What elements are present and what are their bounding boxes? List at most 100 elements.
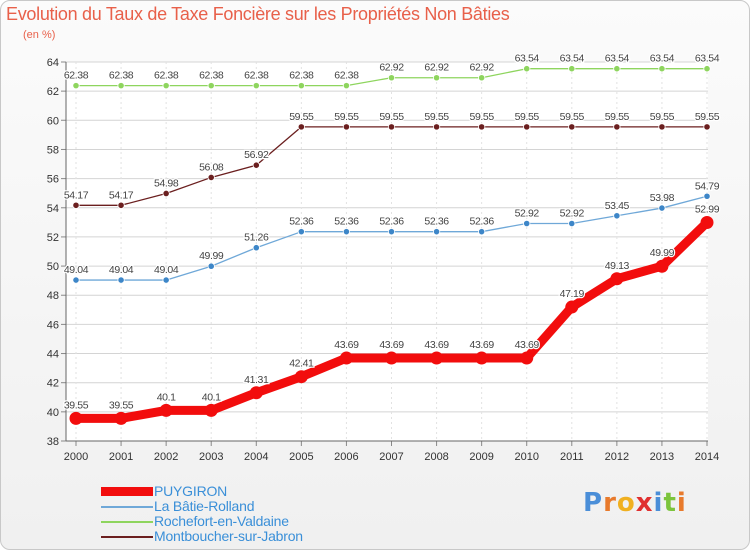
data-label: 41.31	[244, 374, 269, 386]
x-tick-label: 2000	[64, 451, 88, 463]
plot-area	[66, 62, 708, 441]
data-point	[432, 123, 441, 131]
data-label: 49.99	[650, 247, 675, 259]
data-point	[565, 300, 579, 314]
legend-label: La Bâtie-Rolland	[154, 498, 255, 514]
data-point	[252, 244, 260, 252]
y-tick-label: 50	[47, 261, 59, 273]
x-tick-label: 2012	[605, 451, 629, 463]
data-label: 54.17	[64, 189, 89, 201]
data-point	[430, 351, 444, 365]
data-label: 54.17	[109, 189, 134, 201]
data-point	[703, 123, 711, 131]
data-point	[478, 228, 486, 236]
data-point	[342, 228, 351, 236]
data-point	[294, 370, 308, 384]
data-point	[207, 262, 215, 270]
data-point	[658, 123, 666, 131]
data-label: 56.08	[199, 161, 224, 173]
data-point	[568, 123, 576, 131]
data-label: 52.36	[470, 216, 495, 228]
data-label: 40.1	[202, 391, 221, 403]
y-tick-label: 60	[47, 115, 59, 127]
data-point	[387, 123, 396, 131]
y-tick-label: 40	[47, 407, 59, 419]
legend-swatch	[101, 521, 153, 523]
data-point	[297, 82, 305, 90]
data-point	[655, 259, 669, 273]
data-label: 63.54	[695, 53, 720, 65]
data-label: 52.36	[289, 216, 314, 228]
data-point	[204, 403, 218, 417]
data-label: 52.92	[515, 208, 540, 220]
data-label: 49.99	[199, 250, 224, 262]
data-point	[249, 386, 263, 400]
data-label: 62.38	[199, 70, 224, 82]
data-label: 43.69	[334, 339, 359, 351]
x-tick-label: 2010	[514, 451, 538, 463]
y-tick-label: 54	[47, 203, 59, 215]
data-point	[703, 65, 711, 73]
data-point	[207, 82, 215, 90]
data-label: 62.38	[154, 70, 179, 82]
data-point	[114, 411, 128, 425]
data-label: 47.19	[560, 288, 585, 300]
data-point	[72, 276, 80, 284]
data-label: 39.55	[64, 399, 89, 411]
data-point	[613, 65, 621, 73]
data-label: 59.55	[695, 111, 720, 123]
y-tick-label: 58	[47, 144, 59, 156]
data-point	[432, 74, 441, 82]
data-point	[252, 161, 260, 169]
data-label: 54.98	[154, 177, 179, 189]
data-label: 62.38	[289, 70, 314, 82]
data-label: 51.26	[244, 232, 269, 244]
data-label: 49.04	[109, 264, 134, 276]
data-point	[342, 82, 351, 90]
legend-label: Montboucher-sur-Jabron	[154, 528, 303, 544]
data-point	[69, 411, 83, 425]
x-tick-label: 2006	[334, 451, 358, 463]
data-label: 52.99	[695, 203, 720, 215]
data-point	[339, 351, 353, 365]
data-point	[385, 351, 398, 365]
logo-letter: o	[616, 488, 636, 518]
data-label: 62.38	[244, 70, 269, 82]
data-label: 52.36	[334, 216, 359, 228]
logo-letter: i	[676, 488, 687, 518]
data-label: 42.41	[289, 358, 314, 370]
data-label: 43.69	[424, 339, 449, 351]
data-point	[117, 82, 125, 90]
data-label: 59.55	[424, 111, 449, 123]
logo-letter: r	[603, 488, 617, 518]
y-tick-label: 56	[47, 174, 59, 186]
y-tick-label: 44	[47, 349, 59, 361]
data-point	[162, 276, 170, 284]
data-point	[297, 228, 305, 236]
data-point	[117, 201, 125, 209]
data-label: 62.38	[334, 70, 359, 82]
data-label: 63.54	[560, 53, 585, 65]
data-point	[387, 74, 396, 82]
data-point	[613, 123, 621, 131]
data-label: 63.54	[605, 53, 630, 65]
data-point	[252, 82, 260, 90]
chart-title: Evolution du Taux de Taxe Foncière sur l…	[6, 4, 510, 24]
data-label: 52.92	[560, 208, 585, 220]
data-point	[162, 189, 170, 198]
y-tick-label: 38	[47, 436, 59, 448]
data-label: 49.04	[64, 264, 89, 276]
data-label: 43.69	[379, 339, 404, 351]
y-tick-label: 48	[47, 290, 59, 302]
data-label: 59.55	[515, 111, 540, 123]
y-tick-label: 42	[47, 378, 59, 390]
y-tick-label: 64	[47, 57, 59, 69]
data-label: 62.92	[470, 62, 495, 74]
data-label: 59.55	[379, 111, 404, 123]
legend-swatch	[101, 536, 153, 538]
data-point	[207, 173, 215, 182]
data-label: 56.92	[244, 149, 269, 161]
data-label: 59.55	[470, 111, 495, 123]
